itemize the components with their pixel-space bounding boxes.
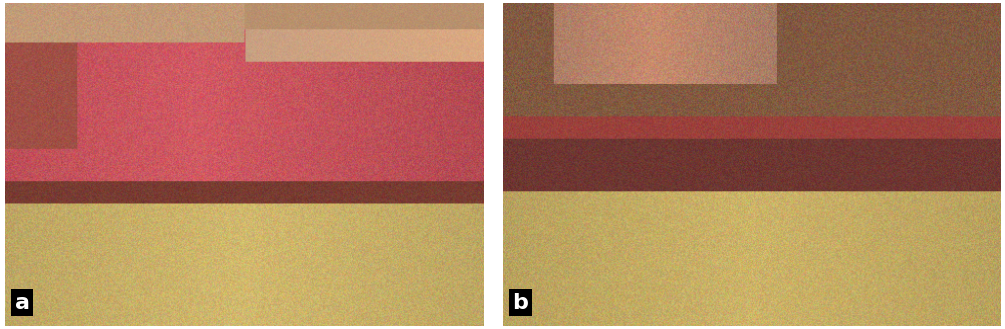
Text: b: b (513, 293, 529, 313)
Text: a: a (15, 293, 29, 313)
